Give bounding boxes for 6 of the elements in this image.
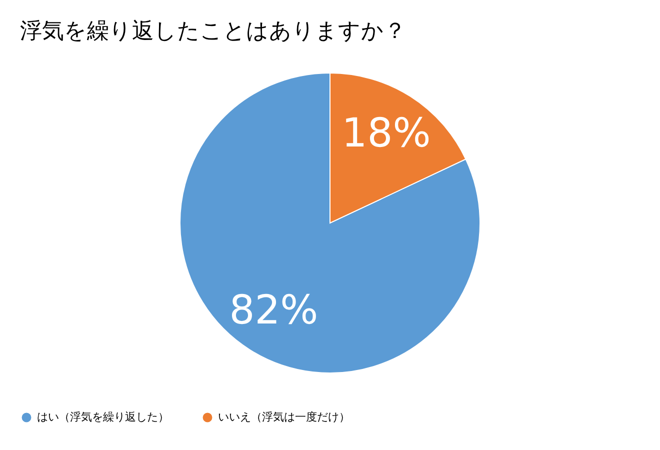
legend-label: はい（浮気を繰り返した） <box>37 410 169 424</box>
pie-slice <box>180 72 480 374</box>
data-label: 18% <box>342 110 431 156</box>
legend-label: いいえ（浮気は一度だけ） <box>218 410 350 424</box>
chart-title: 浮気を繰り返したことはありますか？ <box>20 19 406 44</box>
data-label: 82% <box>229 288 318 334</box>
